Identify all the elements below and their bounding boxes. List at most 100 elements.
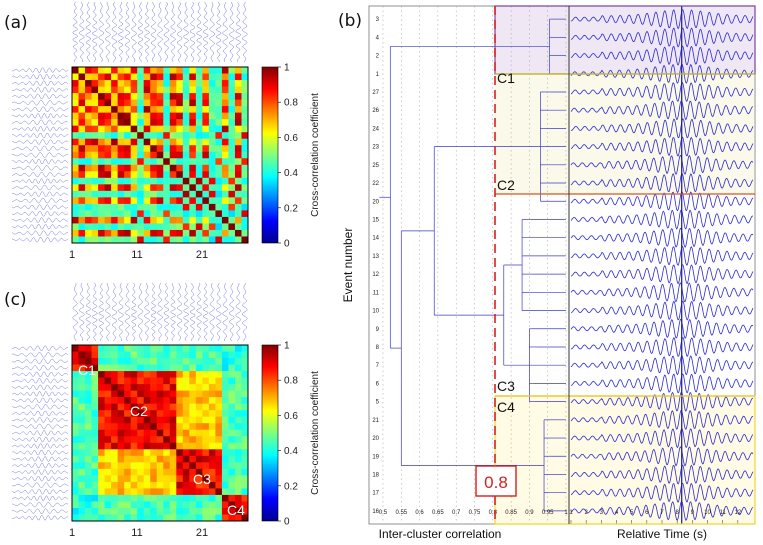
matrix-cell [111,436,119,444]
matrix-cell [163,410,171,418]
matrix-cell [195,80,203,87]
waveform-trace [570,391,754,412]
waveform-trace [11,469,68,475]
matrix-cell [98,171,105,179]
matrix-cell [117,210,125,218]
matrix-cell [156,494,164,502]
matrix-cell [182,132,190,140]
matrix-cell [124,158,132,166]
matrix-cell [169,364,177,372]
cluster-label-c1: C1 [497,70,515,86]
matrix-cell [163,177,171,185]
matrix-cell [241,125,249,133]
matrix-cell [137,364,145,372]
event-number-label: 26 [372,108,379,114]
waveform-trace [11,217,69,223]
matrix-cell [215,151,223,159]
matrix-cell [143,203,151,211]
matrix-cell [130,106,138,114]
waveform-trace [570,118,754,139]
matrix-cell [195,67,203,74]
matrix-cell [156,507,164,515]
matrix-cell [182,164,190,172]
waveform-trace [570,410,754,430]
event-number-label: 1 [376,72,380,78]
matrix-cell [163,507,171,515]
matrix-cell [137,442,145,450]
matrix-cell [72,384,79,392]
matrix-cell [117,416,125,424]
matrix-cell [163,223,171,231]
matrix-cell [195,210,203,218]
matrix-cell [156,119,164,127]
matrix-cell [137,151,145,159]
colorbar-tick-label: 0.6 [284,133,298,144]
matrix-cell [98,67,105,74]
matrix-cell [137,229,145,237]
matrix-cell [215,364,223,372]
matrix-cell [176,410,184,418]
matrix-cell [176,403,184,411]
matrix-cell [189,351,197,359]
waveform-trace [229,1,235,63]
matrix-cell [85,345,92,352]
waveform-trace [183,1,189,63]
matrix-cell [241,203,249,211]
matrix-cell [78,416,86,424]
matrix-cell [85,197,92,205]
matrix-cell [202,371,210,378]
event-number-label: 12 [372,272,379,278]
matrix-cell [143,436,151,444]
colorbar-a-ticks: 00.20.40.60.81 [278,63,298,250]
matrix-cell [98,475,105,483]
matrix-cell [208,73,216,81]
matrix-cell [78,397,86,405]
matrix-cell [150,138,158,146]
matrix-cell [104,410,112,418]
matrix-cell [111,164,119,172]
matrix-cell [98,436,105,444]
matrix-cell [137,119,145,127]
matrix-cell [91,410,99,418]
matrix-cell [104,164,112,172]
matrix-cell [208,481,216,489]
colorbar-tick-label: 1 [284,63,290,74]
matrix-cell [104,80,112,87]
waveform-trace [157,282,163,342]
matrix-a-frame [71,66,249,244]
waveform-trace [11,67,69,73]
matrix-cell [189,442,197,450]
matrix-cell [150,132,158,140]
matrix-cell [78,455,86,463]
matrix-cell [228,494,236,502]
matrix-cell [72,488,79,496]
matrix-cell [215,210,223,218]
matrix-cell [85,475,92,483]
matrix-cell [228,164,236,172]
matrix-cell [189,190,197,198]
waveform-trace [570,264,754,285]
matrix-cell [176,462,184,470]
matrix-cell [208,442,216,450]
matrix-cell [85,229,92,237]
matrix-cell [208,216,216,224]
matrix-cell [85,171,92,179]
matrix-cell [124,177,132,185]
matrix-cell [202,377,210,385]
matrix-cell [202,514,210,522]
waveform-stack-top-c [72,282,248,342]
matrix-cell [234,423,242,431]
matrix-cell [202,177,210,185]
matrix-cell [202,86,210,94]
matrix-cell [241,86,249,94]
matrix-cell [130,442,138,450]
matrix-cell [169,429,177,437]
matrix-cell [137,462,145,470]
matrix-cell [117,236,125,244]
matrix-cell [221,481,229,489]
waveform-trace [11,378,69,384]
matrix-c-frame [71,344,249,522]
matrix-cell [234,138,242,146]
matrix-cell [104,132,112,140]
matrix-cell [150,236,158,244]
